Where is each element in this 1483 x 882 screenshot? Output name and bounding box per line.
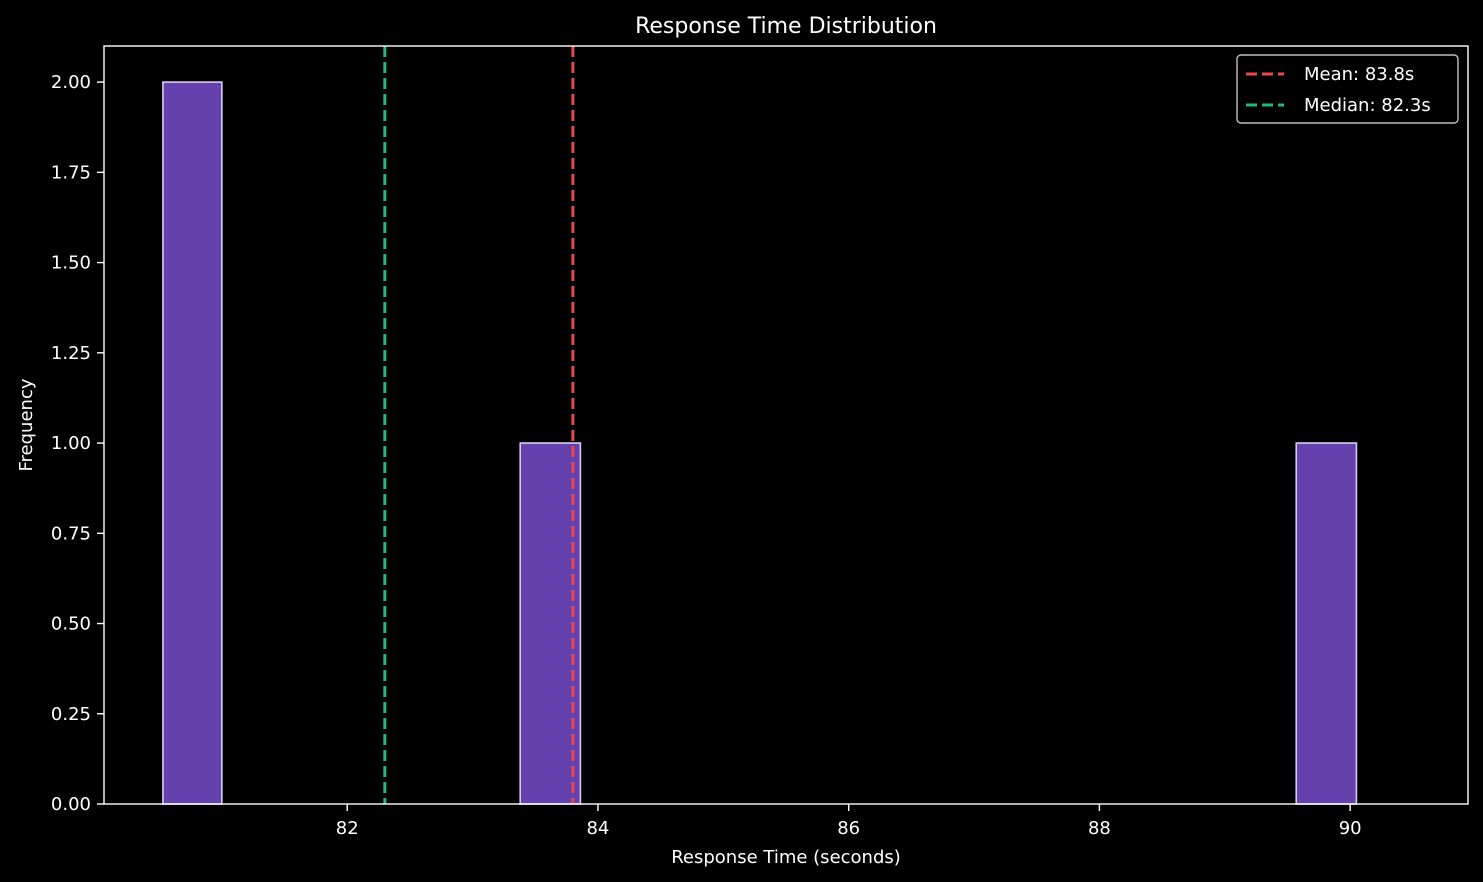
y-tick-label: 1.50 [51,253,91,274]
legend-label-median: Median: 82.3s [1304,95,1431,116]
y-tick-label: 1.25 [51,343,91,364]
x-tick-label: 86 [837,818,860,839]
reference-lines [383,46,575,804]
y-tick-label: 1.75 [51,162,91,183]
y-tick-label: 0.25 [51,704,91,725]
y-axis-label: Frequency [16,378,37,471]
legend-label-mean: Mean: 83.8s [1304,64,1414,85]
x-tick-label: 88 [1088,818,1111,839]
y-tick-label: 0.75 [51,523,91,544]
legend: Mean: 83.8s Median: 82.3s [1236,54,1459,124]
x-axis-label: Response Time (seconds) [671,847,901,868]
y-tick-label: 1.00 [51,433,91,454]
chart-title: Response Time Distribution [635,14,937,39]
y-tick-label: 2.00 [51,72,91,93]
x-tick-label: 90 [1339,818,1362,839]
y-tick-label: 0.50 [51,614,91,635]
bars [162,81,1358,805]
x-tick-label: 84 [586,818,609,839]
y-axis-ticks: 0.00 0.25 0.50 0.75 1.00 1.25 1.50 1.75 2.00 [51,72,104,815]
x-axis-ticks: 82 84 86 88 90 [336,804,1362,839]
y-tick-label: 0.00 [51,794,91,815]
histogram-bar-1 [162,81,223,805]
legend-box [1236,54,1459,124]
histogram-bar-2 [519,442,582,805]
x-tick-label: 82 [336,818,359,839]
plot-frame [103,45,1469,805]
histogram-bar-3 [1295,442,1358,805]
